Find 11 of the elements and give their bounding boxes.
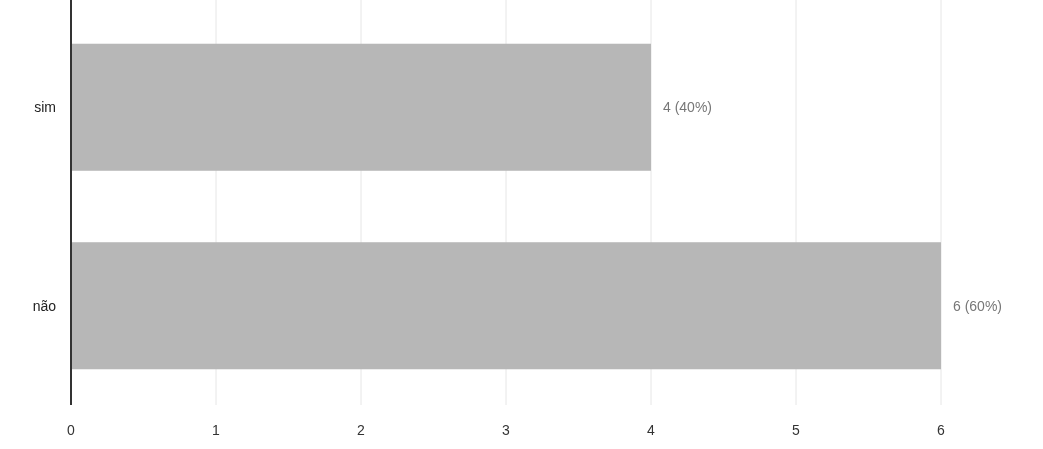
x-tick-label: 5 [792,422,801,438]
x-tick-label: 0 [67,422,76,438]
x-tick-label: 6 [937,422,946,438]
y-tick-label: sim [34,99,56,116]
x-tick-label: 3 [502,422,511,438]
y-tick-label: não [32,297,57,314]
x-tick-label: 2 [357,422,366,438]
x-tick-label: 4 [647,422,656,438]
x-tick-label: 1 [212,422,221,438]
data-label: 6 (60%) [953,297,1003,314]
data-label: 4 (40%) [663,99,713,116]
